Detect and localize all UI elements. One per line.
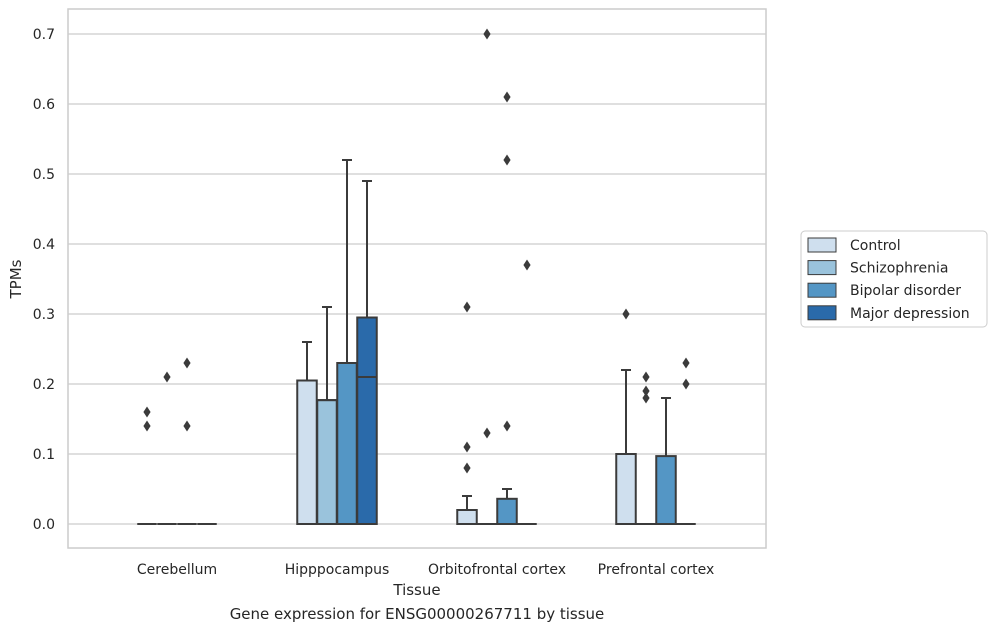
- outlier-point: [682, 378, 690, 390]
- y-tick-label: 0.1: [33, 447, 55, 463]
- box-bipolar-disorder: [336, 159, 358, 525]
- grid-lines: [68, 33, 766, 525]
- x-tick-label: Hipppocampus: [285, 562, 390, 578]
- box-major-depression: [676, 357, 696, 525]
- box-major-depression: [517, 259, 537, 525]
- outlier-point: [682, 357, 690, 369]
- x-tick-label: Prefrontal cortex: [598, 562, 715, 578]
- iqr-box: [296, 379, 318, 525]
- legend-swatch: [807, 260, 837, 276]
- y-tick-label: 0.4: [33, 237, 55, 253]
- box-bipolar-disorder: [177, 357, 197, 525]
- box-schizophrenia: [157, 371, 177, 525]
- outlier-point: [143, 420, 151, 432]
- y-tick-label: 0.0: [33, 517, 55, 533]
- outlier-point: [483, 28, 491, 40]
- box-schizophrenia: [477, 28, 497, 525]
- y-tick-label: 0.5: [33, 167, 55, 183]
- box-control: [456, 301, 478, 525]
- outlier-point: [523, 259, 531, 271]
- box-major-depression: [356, 180, 378, 525]
- x-tick-label: Cerebellum: [137, 562, 217, 578]
- outlier-point: [503, 154, 511, 166]
- legend-swatch: [807, 237, 837, 253]
- plot-border: [67, 8, 767, 549]
- outlier-point: [642, 392, 650, 404]
- box-control: [615, 308, 637, 525]
- legend-swatch: [807, 282, 837, 298]
- outlier-point: [463, 462, 471, 474]
- outlier-point: [183, 357, 191, 369]
- outlier-point: [483, 427, 491, 439]
- y-tick-label: 0.7: [33, 27, 55, 43]
- iqr-box: [456, 509, 478, 525]
- box-schizophrenia: [636, 371, 656, 525]
- y-axis-label: TPMs: [7, 259, 25, 299]
- box-control: [296, 341, 318, 525]
- legend-entry-label: Schizophrenia: [850, 261, 948, 277]
- outlier-point: [163, 371, 171, 383]
- outlier-point: [503, 91, 511, 103]
- outlier-point: [642, 371, 650, 383]
- y-tick-label: 0.6: [33, 97, 55, 113]
- x-tick-label: Orbitofrontal cortex: [428, 562, 566, 578]
- iqr-box: [655, 455, 677, 526]
- y-tick-label: 0.3: [33, 307, 55, 323]
- legend-box: [800, 230, 988, 328]
- legend-swatch: [807, 305, 837, 321]
- outlier-point: [463, 441, 471, 453]
- plot-frame: [67, 8, 767, 549]
- box-bipolar-disorder: [496, 91, 518, 525]
- iqr-box: [496, 497, 518, 525]
- legend-entry-label: Major depression: [850, 306, 970, 322]
- box-schizophrenia: [316, 306, 338, 526]
- tick-labels: 0.0 0.1 0.2 0.3 0.4 0.5 0.6 0.7 Cerebellum Hipppo…: [33, 27, 715, 578]
- iqr-box: [336, 362, 358, 525]
- outlier-point: [463, 301, 471, 313]
- outlier-point: [642, 385, 650, 397]
- outlier-point: [143, 406, 151, 418]
- x-axis-label: Tissue: [392, 581, 440, 599]
- chart-caption: Gene expression for ENSG00000267711 by t…: [229, 605, 605, 623]
- outlier-point: [503, 420, 511, 432]
- iqr-box: [615, 453, 637, 525]
- legend-entry-label: Bipolar disorder: [850, 283, 961, 299]
- box-layer: [137, 28, 696, 526]
- outlier-point: [183, 420, 191, 432]
- legend-entry-label: Control: [850, 238, 901, 254]
- outlier-point: [622, 308, 630, 320]
- y-tick-label: 0.2: [33, 377, 55, 393]
- legend: Control Schizophrenia Bipolar disorder Majo…: [800, 230, 988, 328]
- box-control: [137, 406, 157, 525]
- iqr-box: [356, 316, 378, 525]
- box-bipolar-disorder: [655, 397, 677, 526]
- iqr-box: [316, 399, 338, 526]
